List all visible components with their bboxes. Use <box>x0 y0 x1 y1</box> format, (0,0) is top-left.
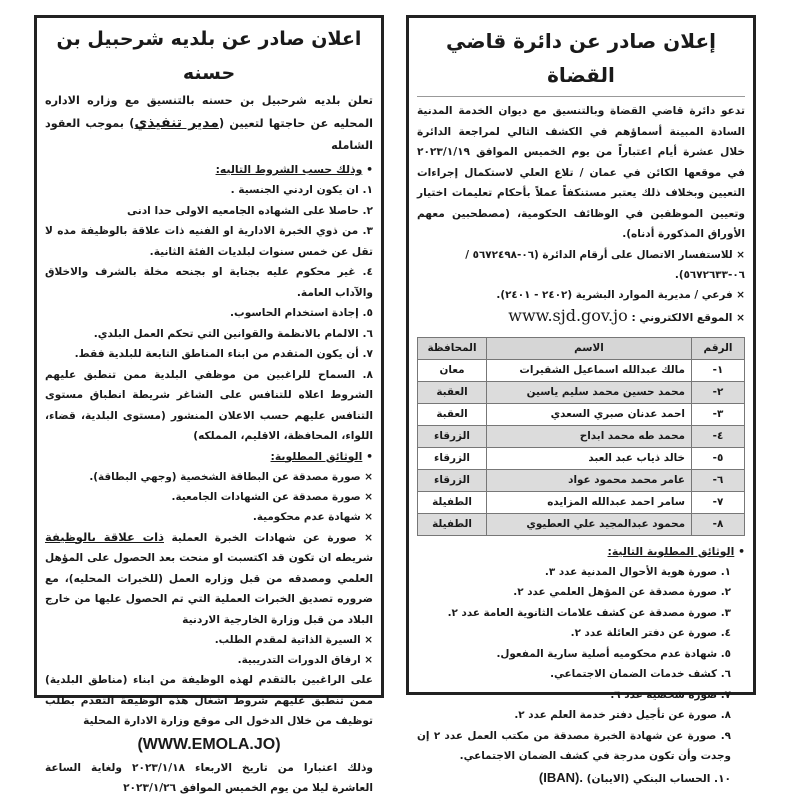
list-item: ٢. صورة مصدقة عن المؤهل العلمي عدد ٢. <box>513 586 731 598</box>
list-item: ١. صورة هوية الأحوال المدنية عدد ٣. <box>544 565 731 578</box>
list-item: × صورة مصدقة عن البطاقة الشخصية (وجهي ال… <box>89 470 373 483</box>
header-name: الاسم <box>486 336 692 360</box>
emola-website[interactable]: (WWW.EMOLA.JO) <box>137 735 281 753</box>
municipality-announcement: اعلان صادر عن بلديه شرحبيل بن حسنه تعلن … <box>34 15 384 794</box>
list-item: ٨. صورة عن تأجيل دفتر خدمة العلم عدد ٢. <box>514 709 731 721</box>
row-number: ٧- <box>691 490 745 514</box>
required-documents-list: × صورة مصدقة عن البطاقة الشخصية (وجهي ال… <box>45 467 373 527</box>
list-item: ٧. صورة شخصية عدد ٦. <box>610 688 731 701</box>
table-row: ١- مالك عبدالله اسماعيل الشقيرات معان <box>417 358 745 382</box>
table-row: ٧- سامر احمد عبدالله المزايده الطفيلة <box>417 490 745 514</box>
list-item: ٦. كشف خدمات الضمان الاجتماعي. <box>550 668 731 680</box>
candidate-name: احمد عدنان صبري السعدي <box>486 402 692 426</box>
row-number: ٨- <box>691 512 745 536</box>
apply-instructions: على الراغبين بالتقدم لهذه الوظيفة من ابن… <box>45 674 373 727</box>
job-title: مدير تنفيذي <box>134 115 219 131</box>
doc-item-iban: ١٠. الحساب البنكي (الايبان) (IBAN). <box>538 769 731 785</box>
table-row: ٤- محمد طه محمد ابداح الزرقاء <box>417 424 745 448</box>
branch-info: × فرعي / مديرية الموارد البشرية (٢٤٠٢ - … <box>496 288 745 301</box>
application-dates: وذلك اعتبارا من تاريخ الاربعاء ٢٠٢٣/١/١٨… <box>45 761 373 795</box>
governorate: معان <box>417 358 487 382</box>
table-row: ٢- محمد حسين محمد سليم ياسين العقبة <box>417 380 745 404</box>
list-item: ١. ان يكون اردني الجنسية . <box>230 184 373 196</box>
additional-documents-list: × السيرة الذاتية لمقدم الطلب. × ارفاق الد… <box>45 630 373 670</box>
list-item: ٢. حاصلا على الشهاده الجامعيه الاولى حدا… <box>127 204 373 217</box>
list-item: × السيرة الذاتية لمقدم الطلب. <box>214 634 373 646</box>
row-number: ١- <box>691 358 745 382</box>
governorate: الزرقاء <box>417 468 487 492</box>
governorate: العقبة <box>417 402 487 426</box>
judge-department-announcement: إعلان صادر عن دائرة قاضي القضاة تدعو دائ… <box>406 15 756 785</box>
experience-doc: × صورة عن شهادات الخبرة العملية ذات علاق… <box>45 529 373 626</box>
intro-paragraph: تعلن بلديه شرحبيل بن حسنه بالتنسيق مع وز… <box>45 94 374 152</box>
governorate: الطفيلة <box>417 490 487 514</box>
governorate: العقبة <box>417 380 487 404</box>
row-number: ٣- <box>691 402 745 426</box>
candidate-name: محمد طه محمد ابداح <box>486 424 692 448</box>
governorate: الزرقاء <box>417 424 487 448</box>
candidate-name: سامر احمد عبدالله المزايده <box>486 490 692 514</box>
list-item: × ارفاق الدورات التدريبية. <box>237 654 373 666</box>
docs-heading: • الوثائق المطلوبة التالية: <box>607 544 745 558</box>
candidate-name: عامر محمد محمود عواد <box>486 468 692 492</box>
list-item: ٣. صورة مصدقة عن كشف علامات الثانوية الع… <box>447 606 731 619</box>
candidates-table: الرقم الاسم المحافظة ١- مالك عبدالله اسما… <box>417 336 745 536</box>
candidate-name: محمود عبدالمجيد علي العطيوي <box>486 512 692 536</box>
list-item: ٦. الالمام بالانظمة والقوانين التي تحكم … <box>93 327 373 340</box>
row-number: ٥- <box>691 446 745 470</box>
conditions-heading: • وذلك حسب الشروط التاليه: <box>215 163 373 176</box>
website-label: × الموقع الالكتروني : <box>631 311 745 324</box>
website-link[interactable]: www.sjd.gov.jo <box>508 305 628 325</box>
governorate: الزرقاء <box>417 446 487 470</box>
contact-info: × للاستفسار الاتصال على أرقام الدائرة (٠… <box>465 248 745 281</box>
header-number: الرقم <box>691 336 745 360</box>
intro-paragraph: تدعو دائرة قاضي القضاة وبالتنسيق مع ديوا… <box>417 105 745 240</box>
candidate-name: خالد ذياب عبد العبد <box>486 446 692 470</box>
candidate-name: محمد حسين محمد سليم ياسين <box>486 380 692 404</box>
table-row: ٦- عامر محمد محمود عواد الزرقاء <box>417 468 745 492</box>
list-item: × شهادة عدم محكومية. <box>252 510 373 523</box>
announcement-title: اعلان صادر عن بلديه شرحبيل بن حسنه <box>56 28 362 84</box>
row-number: ٦- <box>691 468 745 492</box>
governorate: الطفيلة <box>417 512 487 536</box>
announcement-title: إعلان صادر عن دائرة قاضي القضاة <box>417 24 745 97</box>
docs-heading: • الوثائق المطلوبة: <box>270 449 373 463</box>
list-item: ٤. صورة عن دفتر العائلة عدد ٢. <box>570 627 731 639</box>
row-number: ٢- <box>691 380 745 404</box>
table-row: ٣- احمد عدنان صبري السعدي العقبة <box>417 402 745 426</box>
list-item: ٣. من ذوي الخبرة الادارية او الفنيه ذات … <box>45 225 373 258</box>
header-governorate: المحافظة <box>417 336 487 360</box>
conditions-list: ١. ان يكون اردني الجنسية . ٢. حاصلا على ا… <box>45 180 373 447</box>
list-item: × صورة مصدقة عن الشهادات الجامعية. <box>171 490 373 503</box>
list-item: ٩. صورة عن شهادة الخبرة مصدقة من مكتب ال… <box>417 729 731 763</box>
candidate-name: مالك عبدالله اسماعيل الشقيرات <box>486 358 692 382</box>
table-row: ٥- خالد ذياب عبد العبد الزرقاء <box>417 446 745 470</box>
list-item: ٧. أن يكون المتقدم من ابناء المناطق التا… <box>74 348 373 360</box>
list-item: ٤. غير محكوم عليه بجناية او بجنحه مخلة ب… <box>45 266 373 299</box>
list-item: ٥. شهادة عدم محكوميه أصلية سارية المفعول… <box>496 647 731 660</box>
table-row: ٨- محمود عبدالمجيد علي العطيوي الطفيلة <box>417 512 745 536</box>
website-line: × الموقع الالكتروني : www.sjd.gov.jo <box>417 305 745 329</box>
list-item: ٨. السماح للراغبين من موظفي البلدية ممن … <box>45 368 373 443</box>
row-number: ٤- <box>691 424 745 448</box>
list-item: ٥. إجادة استخدام الحاسوب. <box>230 307 373 319</box>
required-documents-list: ١. صورة هوية الأحوال المدنية عدد ٣. ٢. صو… <box>417 562 745 767</box>
table-header-row: الرقم الاسم المحافظة <box>417 336 745 360</box>
